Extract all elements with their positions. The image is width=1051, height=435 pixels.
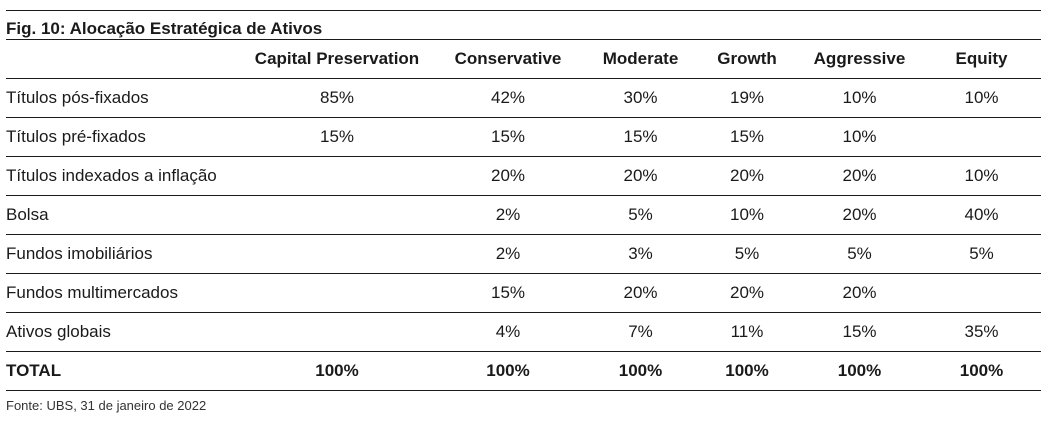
table-row: Ativos globais 4% 7% 11% 15% 35% bbox=[6, 312, 1041, 352]
table-cell bbox=[922, 273, 1041, 313]
column-header-conservative: Conservative bbox=[432, 40, 584, 79]
table-cell: 20% bbox=[797, 273, 922, 313]
row-label: Títulos pré-fixados bbox=[6, 117, 242, 157]
total-cell: 100% bbox=[697, 351, 797, 391]
table-cell: 15% bbox=[797, 312, 922, 352]
source-note: Fonte: UBS, 31 de janeiro de 2022 bbox=[6, 398, 207, 413]
table-cell: 10% bbox=[697, 195, 797, 235]
table-cell: 3% bbox=[584, 234, 697, 274]
table-row: Títulos pós-fixados 85% 42% 30% 19% 10% … bbox=[6, 78, 1041, 118]
table-cell bbox=[242, 312, 432, 352]
table-cell: 2% bbox=[432, 234, 584, 274]
table-header-row: Capital Preservation Conservative Modera… bbox=[6, 40, 1041, 79]
total-cell: 100% bbox=[922, 351, 1041, 391]
table-cell: 20% bbox=[697, 156, 797, 196]
table-cell: 15% bbox=[697, 117, 797, 157]
table-row: Bolsa 2% 5% 10% 20% 40% bbox=[6, 195, 1041, 235]
table-cell bbox=[242, 195, 432, 235]
row-label: Fundos multimercados bbox=[6, 273, 242, 313]
table-cell: 20% bbox=[584, 273, 697, 313]
table-cell: 10% bbox=[922, 156, 1041, 196]
allocation-table: Capital Preservation Conservative Modera… bbox=[6, 40, 1041, 391]
table-cell: 5% bbox=[584, 195, 697, 235]
table-cell: 40% bbox=[922, 195, 1041, 235]
table-cell: 15% bbox=[432, 273, 584, 313]
total-cell: 100% bbox=[584, 351, 697, 391]
table-cell: 85% bbox=[242, 78, 432, 118]
column-header-equity: Equity bbox=[922, 40, 1041, 79]
row-label: Títulos indexados a inflação bbox=[6, 156, 242, 196]
row-label: Fundos imobiliários bbox=[6, 234, 242, 274]
table-cell bbox=[242, 234, 432, 274]
allocation-figure: Fig. 10: Alocação Estratégica de Ativos … bbox=[6, 10, 1041, 413]
total-cell: 100% bbox=[797, 351, 922, 391]
table-cell: 4% bbox=[432, 312, 584, 352]
table-cell: 15% bbox=[242, 117, 432, 157]
table-cell: 5% bbox=[697, 234, 797, 274]
table-cell: 15% bbox=[432, 117, 584, 157]
table-cell: 30% bbox=[584, 78, 697, 118]
total-cell: 100% bbox=[242, 351, 432, 391]
table-cell bbox=[242, 273, 432, 313]
column-header-aggressive: Aggressive bbox=[797, 40, 922, 79]
table-cell bbox=[242, 156, 432, 196]
table-cell: 20% bbox=[584, 156, 697, 196]
table-cell: 2% bbox=[432, 195, 584, 235]
table-cell: 20% bbox=[432, 156, 584, 196]
row-label: Ativos globais bbox=[6, 312, 242, 352]
table-cell: 10% bbox=[797, 78, 922, 118]
table-cell bbox=[922, 117, 1041, 157]
table-cell: 15% bbox=[584, 117, 697, 157]
table-cell: 10% bbox=[797, 117, 922, 157]
table-row: Títulos indexados a inflação 20% 20% 20%… bbox=[6, 156, 1041, 196]
table-cell: 20% bbox=[697, 273, 797, 313]
column-header-moderate: Moderate bbox=[584, 40, 697, 79]
table-cell: 19% bbox=[697, 78, 797, 118]
column-header-capital-preservation: Capital Preservation bbox=[242, 40, 432, 79]
table-cell: 20% bbox=[797, 195, 922, 235]
table-cell: 42% bbox=[432, 78, 584, 118]
column-header-growth: Growth bbox=[697, 40, 797, 79]
table-cell: 20% bbox=[797, 156, 922, 196]
table-cell: 11% bbox=[697, 312, 797, 352]
table-cell: 7% bbox=[584, 312, 697, 352]
total-row: TOTAL 100% 100% 100% 100% 100% 100% bbox=[6, 351, 1041, 391]
table-cell: 35% bbox=[922, 312, 1041, 352]
table-row: Fundos multimercados 15% 20% 20% 20% bbox=[6, 273, 1041, 313]
row-label: Bolsa bbox=[6, 195, 242, 235]
table-cell: 5% bbox=[797, 234, 922, 274]
table-cell: 5% bbox=[922, 234, 1041, 274]
table-row: Títulos pré-fixados 15% 15% 15% 15% 10% bbox=[6, 117, 1041, 157]
row-label: Títulos pós-fixados bbox=[6, 78, 242, 118]
table-cell: 10% bbox=[922, 78, 1041, 118]
table-row: Fundos imobiliários 2% 3% 5% 5% 5% bbox=[6, 234, 1041, 274]
figure-title: Fig. 10: Alocação Estratégica de Ativos bbox=[6, 10, 1041, 40]
total-label: TOTAL bbox=[6, 351, 242, 391]
total-cell: 100% bbox=[432, 351, 584, 391]
column-header-label bbox=[6, 40, 242, 79]
